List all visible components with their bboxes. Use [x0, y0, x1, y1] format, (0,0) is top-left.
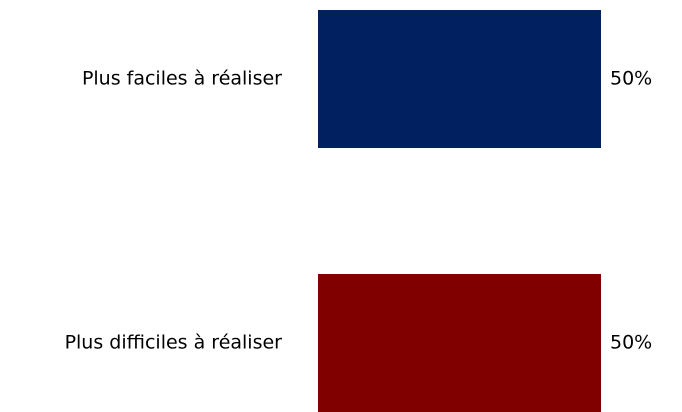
value-label: 50%: [610, 68, 652, 90]
bar: [318, 10, 601, 148]
bar: [318, 274, 601, 412]
value-label: 50%: [610, 332, 652, 354]
category-label: Plus difficiles à réaliser: [65, 332, 283, 354]
category-label: Plus faciles à réaliser: [82, 68, 282, 90]
